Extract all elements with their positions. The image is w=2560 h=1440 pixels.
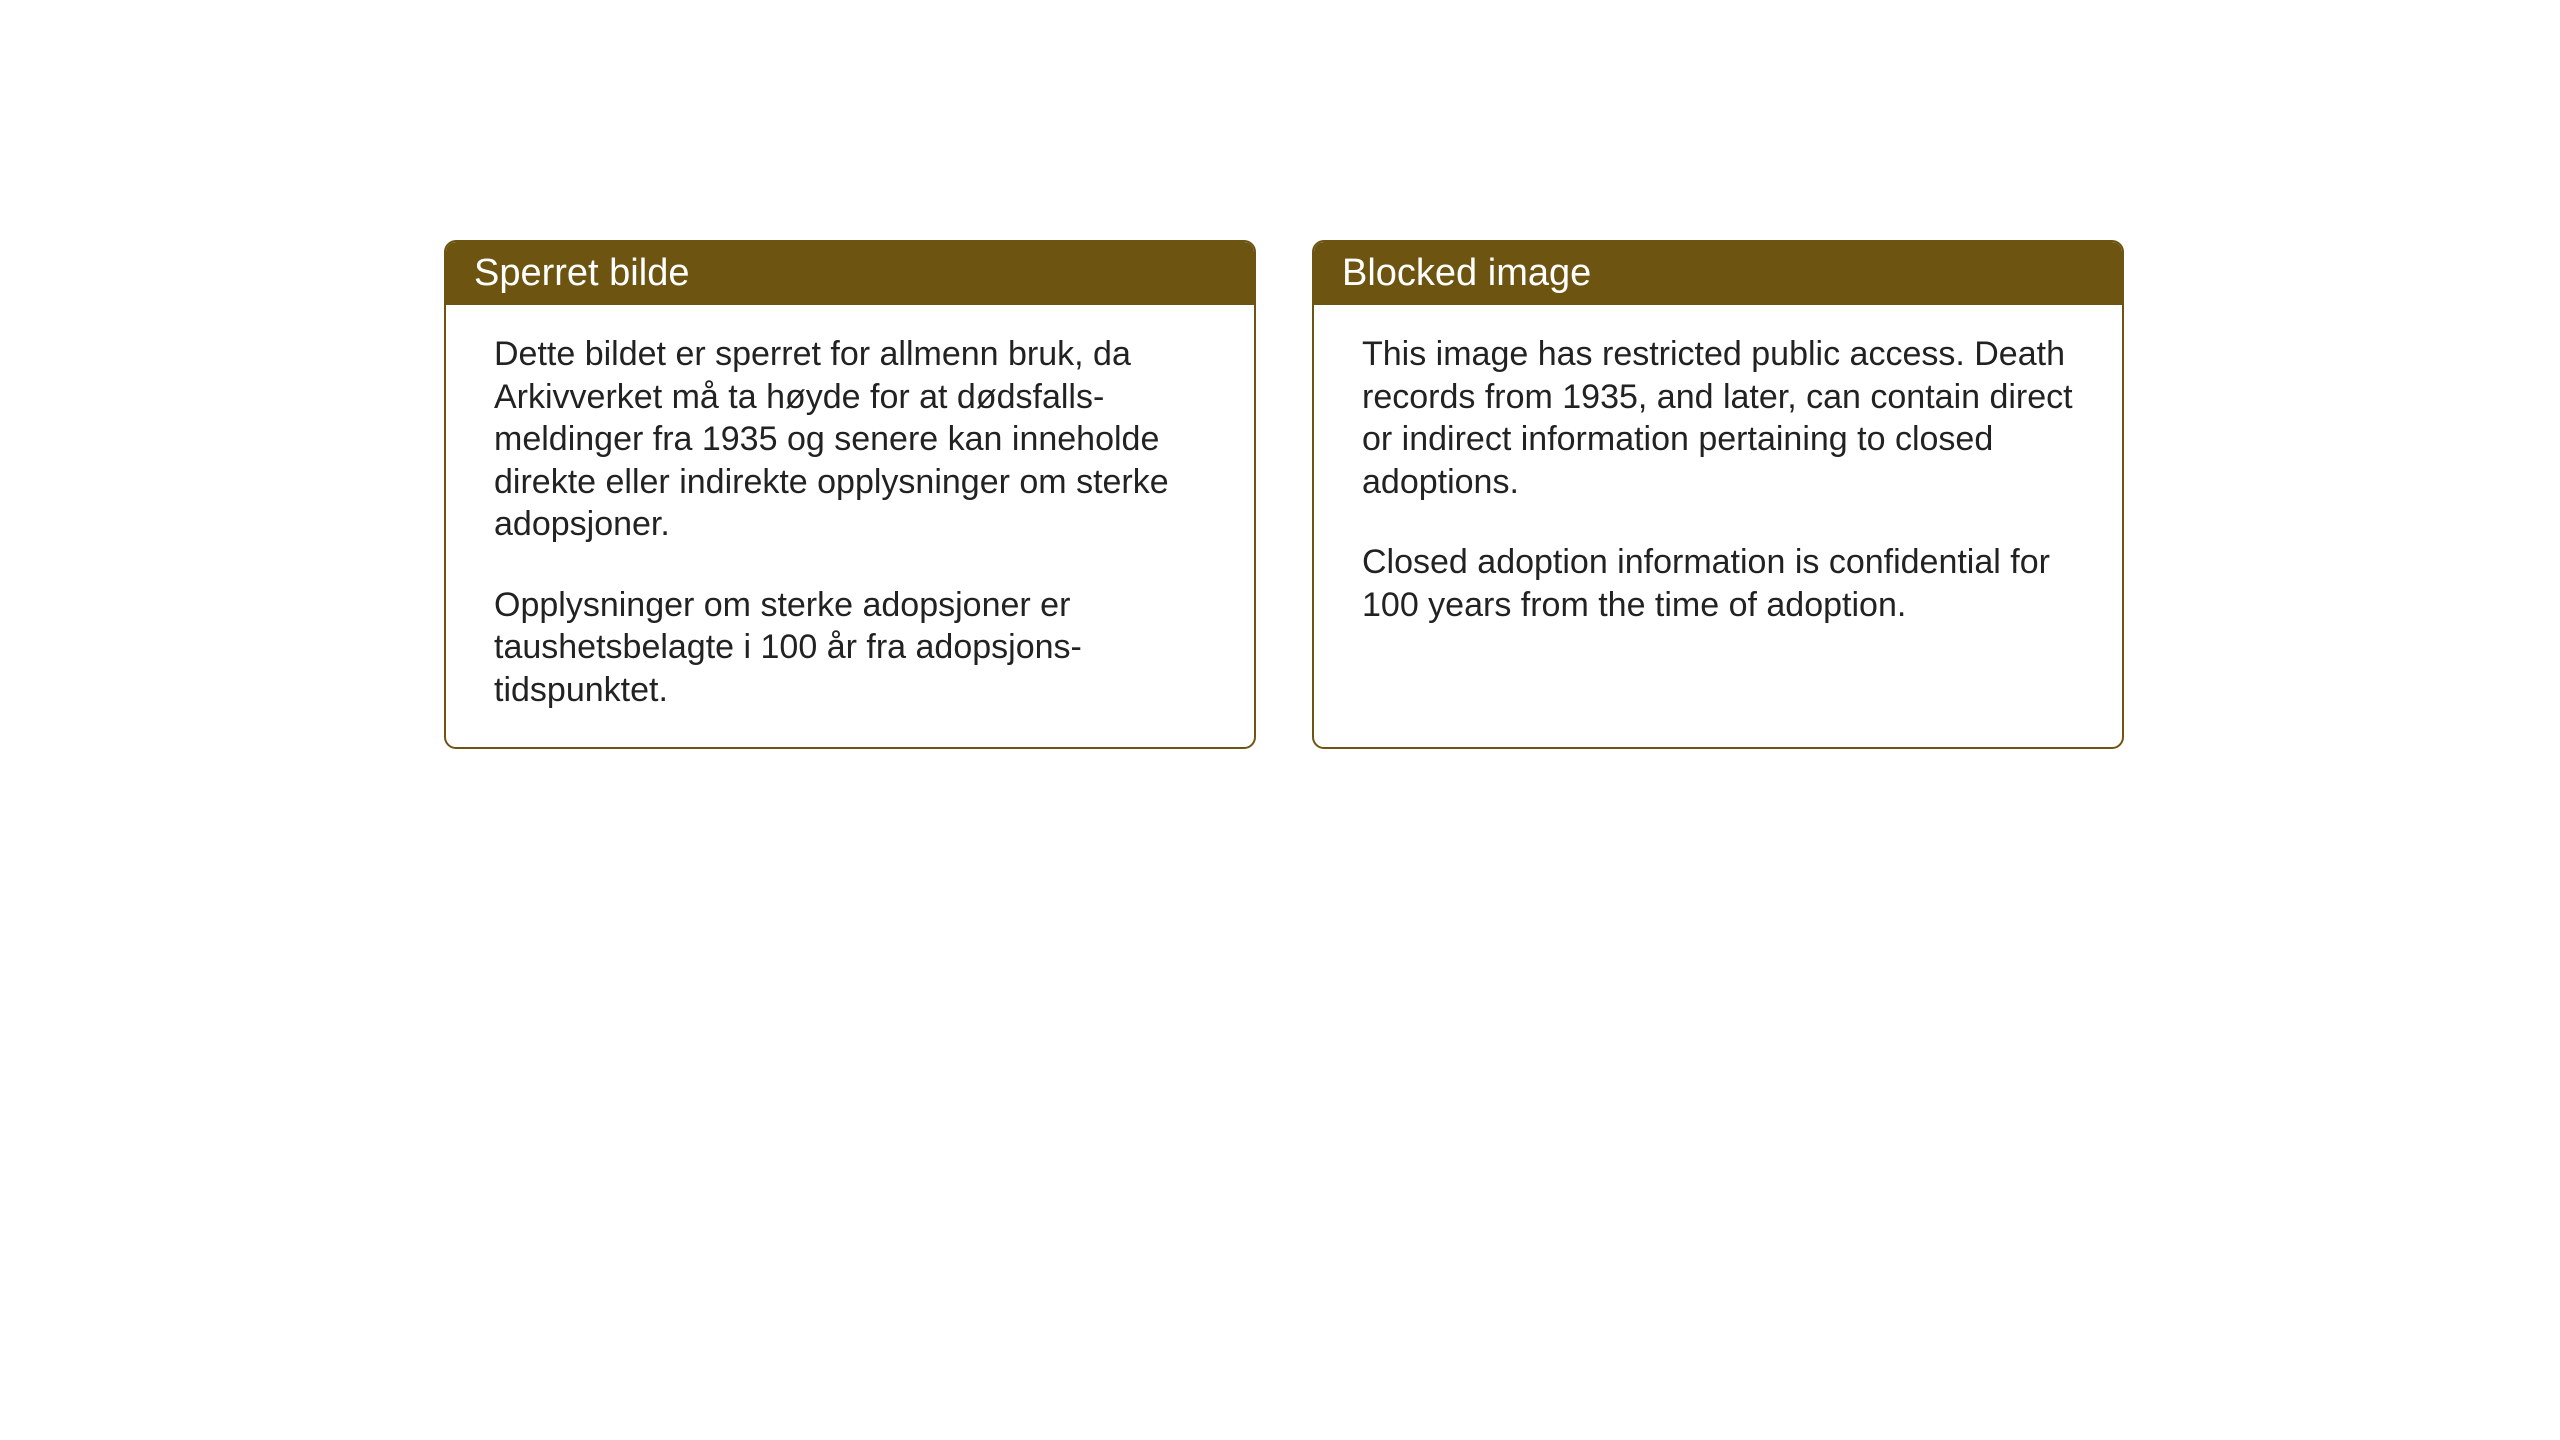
notice-title: Sperret bilde [474,252,689,294]
notice-title: Blocked image [1342,252,1591,294]
notice-body-english: This image has restricted public access.… [1314,305,2122,735]
notice-header-english: Blocked image [1314,242,2122,305]
notice-paragraph: Opplysninger om sterke adopsjoner er tau… [494,584,1206,712]
notice-paragraph: Dette bildet er sperret for allmenn bruk… [494,333,1206,546]
notice-paragraph: Closed adoption information is confident… [1362,541,2074,626]
notice-card-english: Blocked image This image has restricted … [1312,240,2124,749]
notice-container: Sperret bilde Dette bildet er sperret fo… [444,240,2124,749]
notice-header-norwegian: Sperret bilde [446,242,1254,305]
notice-body-norwegian: Dette bildet er sperret for allmenn bruk… [446,305,1254,747]
notice-card-norwegian: Sperret bilde Dette bildet er sperret fo… [444,240,1256,749]
notice-paragraph: This image has restricted public access.… [1362,333,2074,503]
